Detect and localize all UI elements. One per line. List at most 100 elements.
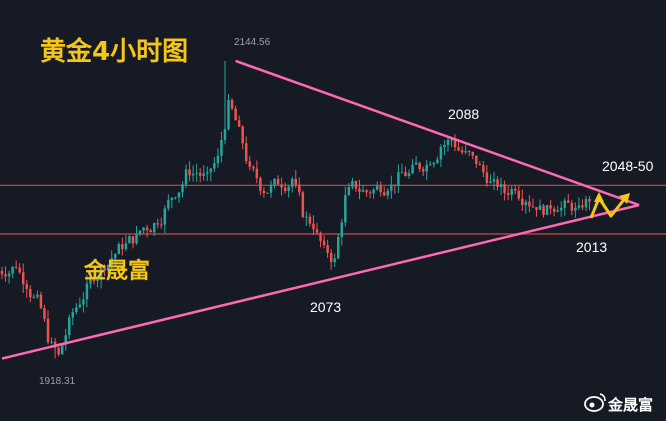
candle-body bbox=[287, 186, 290, 191]
candle-body bbox=[305, 216, 308, 218]
candle-body bbox=[390, 184, 393, 191]
candle-body bbox=[227, 99, 230, 130]
candle-body bbox=[43, 308, 46, 319]
candle-body bbox=[191, 173, 195, 176]
candle-body bbox=[25, 284, 29, 289]
candle-body bbox=[372, 189, 375, 194]
candle-body bbox=[138, 230, 142, 234]
candles bbox=[0, 60, 591, 359]
projection-arrow-1 bbox=[589, 196, 628, 219]
candle-body bbox=[75, 307, 78, 313]
candle-body bbox=[436, 159, 439, 163]
candle-body bbox=[92, 276, 96, 282]
candle-body bbox=[383, 192, 386, 196]
candle-body bbox=[177, 192, 181, 198]
candle-body bbox=[361, 190, 365, 192]
candle-body bbox=[322, 240, 326, 246]
candle-body bbox=[181, 184, 184, 193]
candle-body bbox=[280, 184, 283, 188]
candle-body bbox=[96, 279, 99, 282]
candle-body bbox=[471, 151, 474, 156]
candle-body bbox=[443, 144, 446, 148]
candle-body bbox=[528, 201, 531, 207]
candle-body bbox=[574, 207, 577, 211]
candle-body bbox=[71, 312, 75, 318]
candle-body bbox=[421, 168, 425, 172]
candle-body bbox=[223, 129, 227, 141]
candle-body bbox=[513, 188, 517, 191]
candle-body bbox=[492, 179, 496, 182]
candle-body bbox=[464, 150, 467, 153]
candle-body bbox=[117, 244, 121, 255]
candle-body bbox=[340, 222, 344, 237]
candle-body bbox=[453, 139, 457, 148]
candle-body bbox=[319, 232, 322, 241]
candle-body bbox=[559, 207, 563, 211]
candle-body bbox=[241, 126, 244, 144]
horizontal-levels bbox=[0, 184, 666, 235]
candle-body bbox=[124, 243, 128, 250]
candle-body bbox=[149, 230, 152, 233]
candle-body bbox=[156, 223, 159, 225]
candle-body bbox=[418, 162, 421, 169]
candle-body bbox=[556, 210, 559, 212]
candle-body bbox=[411, 164, 414, 174]
candle-body bbox=[400, 172, 404, 174]
candle-body bbox=[82, 299, 85, 305]
candle-body bbox=[230, 99, 234, 109]
candle-body bbox=[11, 266, 14, 274]
candle-body bbox=[549, 205, 552, 209]
candle-body bbox=[368, 192, 372, 194]
candle-body bbox=[531, 206, 535, 208]
candle-body bbox=[248, 161, 251, 167]
candle-body bbox=[255, 168, 259, 179]
candle-body bbox=[110, 258, 113, 266]
candle-body bbox=[39, 294, 43, 309]
candle-body bbox=[312, 223, 315, 230]
candle-body bbox=[85, 283, 89, 300]
candle-body bbox=[99, 267, 103, 280]
arrow-head-1 bbox=[594, 192, 604, 202]
candle-body bbox=[315, 229, 319, 233]
candle-body bbox=[29, 288, 32, 298]
candle-body bbox=[538, 205, 542, 210]
candle-body bbox=[567, 200, 570, 203]
candle-body bbox=[588, 199, 591, 202]
candle-body bbox=[163, 208, 167, 225]
candle-body bbox=[496, 179, 499, 187]
candle-body bbox=[517, 190, 520, 199]
candle-body bbox=[506, 193, 510, 195]
candle-body bbox=[64, 335, 67, 345]
candle-body bbox=[379, 185, 382, 193]
candle-body bbox=[489, 181, 492, 183]
candle-body bbox=[7, 273, 11, 277]
candle-body bbox=[68, 317, 71, 336]
candle-body bbox=[114, 254, 117, 259]
candle-body bbox=[135, 233, 138, 244]
candle-body bbox=[266, 192, 269, 194]
candle-body bbox=[167, 200, 170, 209]
candle-body bbox=[375, 185, 379, 190]
candle-body bbox=[439, 147, 443, 160]
annotation-2073: 2073 bbox=[310, 299, 341, 315]
candle-body bbox=[18, 267, 21, 273]
candle-body bbox=[446, 139, 450, 145]
candle-body bbox=[485, 172, 489, 183]
candle-body bbox=[344, 195, 347, 223]
candle-body bbox=[78, 304, 82, 308]
candle-body bbox=[467, 150, 471, 152]
candle-body bbox=[152, 223, 156, 233]
annotation-2048-50: 2048-50 bbox=[602, 158, 654, 174]
candle-body bbox=[234, 108, 237, 121]
candle-body bbox=[259, 178, 262, 191]
candle-body bbox=[32, 296, 36, 298]
candle-body bbox=[160, 224, 163, 226]
candle-body bbox=[581, 205, 584, 208]
arrow-head-2 bbox=[619, 193, 630, 204]
candle-body bbox=[290, 178, 294, 187]
candle-body bbox=[397, 172, 400, 187]
candle-body bbox=[347, 187, 351, 196]
candle-body bbox=[14, 266, 18, 268]
corner-watermark: 金晟富 bbox=[607, 396, 653, 414]
candle-body bbox=[121, 244, 124, 250]
